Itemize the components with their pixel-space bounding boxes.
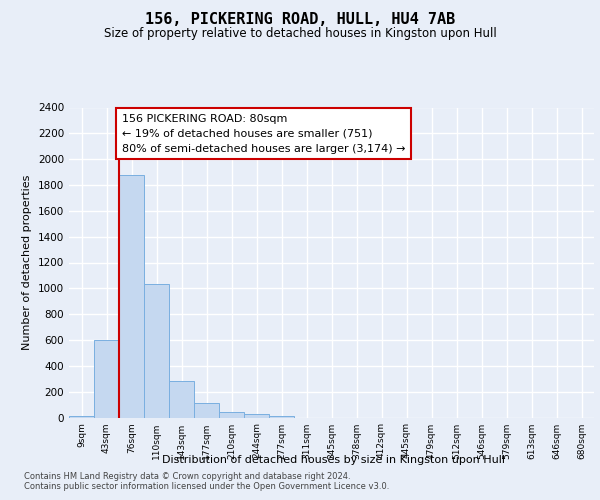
- Bar: [244, 414, 269, 418]
- Bar: [69, 416, 94, 418]
- Bar: [144, 284, 169, 418]
- Text: Contains public sector information licensed under the Open Government Licence v3: Contains public sector information licen…: [24, 482, 389, 491]
- Bar: [269, 416, 294, 418]
- Text: 156, PICKERING ROAD, HULL, HU4 7AB: 156, PICKERING ROAD, HULL, HU4 7AB: [145, 12, 455, 28]
- Bar: [119, 174, 144, 418]
- Bar: [194, 404, 219, 417]
- Bar: [169, 382, 194, 418]
- Text: Size of property relative to detached houses in Kingston upon Hull: Size of property relative to detached ho…: [104, 28, 496, 40]
- Bar: [94, 340, 119, 417]
- Text: Distribution of detached houses by size in Kingston upon Hull: Distribution of detached houses by size …: [161, 455, 505, 465]
- Text: Contains HM Land Registry data © Crown copyright and database right 2024.: Contains HM Land Registry data © Crown c…: [24, 472, 350, 481]
- Bar: [219, 412, 244, 418]
- Y-axis label: Number of detached properties: Number of detached properties: [22, 175, 32, 350]
- Text: 156 PICKERING ROAD: 80sqm
← 19% of detached houses are smaller (751)
80% of semi: 156 PICKERING ROAD: 80sqm ← 19% of detac…: [121, 114, 405, 154]
